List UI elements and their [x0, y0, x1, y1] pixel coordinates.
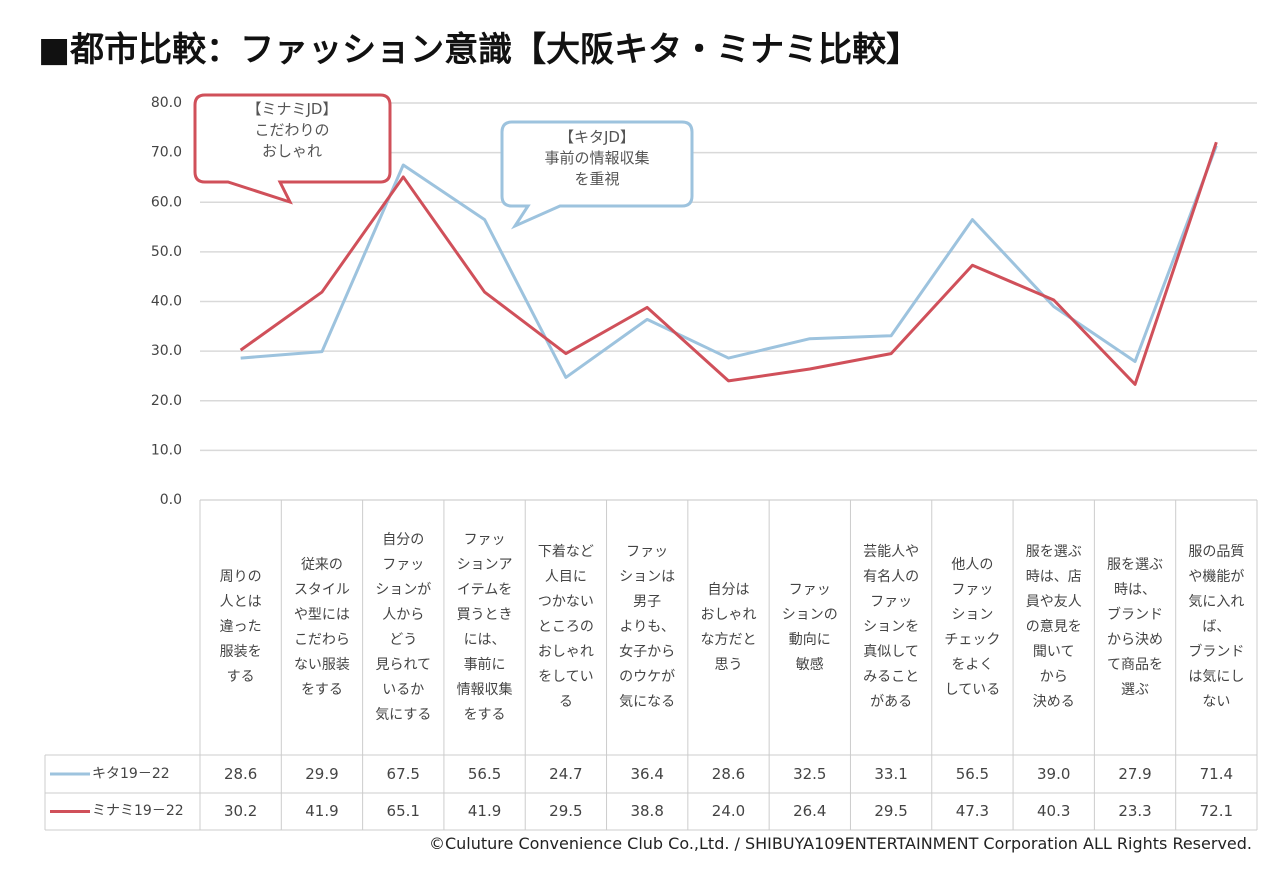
table-value: 30.2 — [223, 802, 258, 820]
category-label: 自分は おしゃれ な方だと 思う — [700, 581, 757, 673]
category-label: 服の品質 や機能が 気に入れ ば、 ブランド は気にし ない — [1188, 544, 1245, 710]
table-value: 56.5 — [467, 764, 502, 783]
table-value: 72.1 — [1199, 802, 1234, 820]
table-value: 29.5 — [874, 802, 908, 820]
y-tick-label: 80.0 — [151, 95, 182, 111]
table-value: 47.3 — [955, 802, 990, 820]
category-label: 自分の ファッ ションが 人から どう 見られて いるか 気にする — [375, 531, 432, 723]
table-value: 29.9 — [305, 764, 339, 783]
table-value: 24.0 — [711, 802, 746, 820]
table-value: 32.5 — [793, 764, 827, 783]
y-tick-label: 20.0 — [151, 393, 182, 409]
table-value: 24.7 — [549, 764, 583, 783]
callout-blue — [500, 120, 694, 230]
category-label: ファッ ションの 動向に 敏感 — [781, 581, 838, 673]
category-label: 他人の ファッ ション チェック をよく している — [944, 556, 1001, 698]
table-value: 28.6 — [223, 764, 258, 783]
y-tick-label: 10.0 — [151, 442, 182, 458]
table-value: 26.4 — [793, 802, 827, 820]
chart-title: ■都市比較：ファッション意識【大阪キタ・ミナミ比較】 — [38, 30, 921, 70]
y-tick-label: 70.0 — [151, 145, 182, 161]
category-label: ファッ ションア イテムを 買うとき には、 事前に 情報収集 をする — [456, 531, 513, 723]
y-tick-label: 40.0 — [151, 294, 182, 310]
category-label: 下着など 人目に つかない ところの おしゃれ をしてい る — [537, 544, 594, 710]
y-tick-label: 50.0 — [151, 244, 182, 260]
category-label: 服を選ぶ 時は、 ブランド から決め て商品を 選ぶ — [1107, 556, 1164, 698]
series-line — [240, 145, 1218, 379]
table-value: 71.4 — [1199, 764, 1234, 783]
y-tick-label: 0.0 — [160, 492, 182, 508]
table-value: 28.6 — [711, 764, 746, 783]
category-label: 周りの 人とは 違った 服装を する — [219, 569, 262, 685]
table-value: 40.3 — [1037, 802, 1071, 820]
table-value: 36.4 — [630, 764, 664, 783]
legend-label: ミナミ19－22 — [92, 803, 184, 819]
table-value: 33.1 — [874, 764, 908, 783]
annotation: 【キタJD】 事前の情報収集 を重視 — [544, 128, 650, 188]
table-value: 27.9 — [1118, 764, 1152, 783]
y-tick-label: 60.0 — [151, 194, 182, 210]
table-value: 39.0 — [1037, 764, 1071, 783]
annotation: 【ミナミJD】 こだわりの おしゃれ — [246, 100, 338, 160]
callout-red — [193, 93, 392, 205]
category-label: 服を選ぶ 時は、店 員や友人 の意見を 聞いて から 決める — [1025, 544, 1082, 710]
table-value: 29.5 — [549, 802, 583, 820]
legend-label: キタ19－22 — [92, 765, 170, 782]
table-value: 38.8 — [630, 802, 664, 820]
category-label: ファッ ションは 男子 よりも、 女子から のウケが 気になる — [619, 544, 676, 710]
category-label: 芸能人や 有名人の ファッ ションを 真似して みること がある — [863, 544, 920, 710]
table-value: 41.9 — [305, 802, 339, 820]
table-value: 23.3 — [1118, 802, 1152, 820]
category-label: 従来の スタイル や型には こだわら ない服装 をする — [293, 556, 350, 698]
table-value: 41.9 — [467, 802, 502, 820]
table-value: 56.5 — [955, 764, 990, 783]
table-value: 67.5 — [386, 764, 420, 783]
table-value: 65.1 — [386, 802, 420, 820]
series-line — [239, 141, 1218, 386]
footnote: ©Culuture Convenience Club Co.,Ltd. / SH… — [428, 834, 1252, 853]
y-tick-label: 30.0 — [151, 343, 182, 359]
